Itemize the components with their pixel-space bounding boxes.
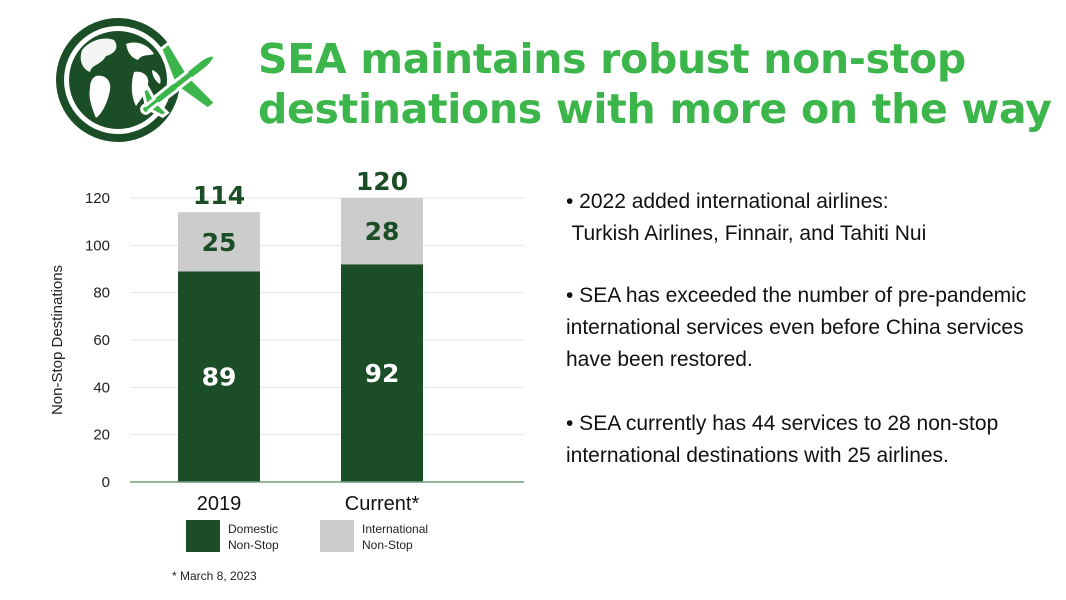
title-line-1: SEA maintains robust non-stop [258, 35, 966, 83]
y-axis-label: Non-Stop Destinations [49, 265, 66, 415]
bar-value-label: 89 [202, 363, 237, 392]
stacked-bar-chart: 0 20 40 60 80 100 120 Non-Stop Destinations 89 25… [49, 167, 524, 583]
bullet-list: • 2022 added international airlines: Tur… [566, 186, 1036, 502]
bar-domestic [341, 264, 423, 482]
globe-icon [56, 18, 180, 142]
bullet-item: • 2022 added international airlines: Tur… [566, 186, 1036, 250]
legend-swatch [186, 520, 220, 552]
page-title: SEA maintains robust non-stop destinatio… [258, 34, 1052, 134]
x-tick-label: 2019 [197, 493, 242, 515]
legend-label: Domestic [228, 522, 278, 536]
footnote: * March 8, 2023 [172, 569, 257, 583]
bar-value-label: 28 [365, 217, 400, 246]
bar-international [341, 198, 423, 265]
y-tick-label: 100 [85, 237, 110, 254]
bullet-item: • SEA has exceeded the number of pre-pan… [566, 284, 1027, 371]
y-tick-label: 80 [93, 285, 110, 302]
bar-total-label: 114 [193, 181, 245, 210]
bar-value-label: 92 [365, 359, 400, 388]
bullet-item: • SEA currently has 44 services to 28 no… [566, 412, 999, 467]
y-tick-label: 40 [93, 379, 110, 396]
y-tick-label: 20 [93, 427, 110, 444]
legend-label: Non-Stop [228, 538, 279, 552]
y-tick-label: 120 [85, 190, 110, 207]
bar-value-label: 25 [202, 228, 237, 257]
y-tick-label: 0 [102, 474, 110, 491]
bar-domestic [178, 271, 260, 482]
bar-total-label: 120 [356, 167, 408, 196]
globe-airplane-logo [56, 18, 218, 142]
x-tick-label: Current* [345, 493, 420, 515]
legend-label: Non-Stop [362, 538, 413, 552]
bullet-line: • 2022 added international airlines: [566, 190, 889, 213]
title-line-2: destinations with more on the way [258, 85, 1052, 133]
legend-label: International [362, 522, 428, 536]
bar-international [178, 212, 260, 272]
bullet-line: Turkish Airlines, Finnair, and Tahiti Nu… [566, 222, 927, 245]
y-tick-label: 60 [93, 332, 110, 349]
airplane-icon [140, 40, 218, 119]
legend-swatch [320, 520, 354, 552]
